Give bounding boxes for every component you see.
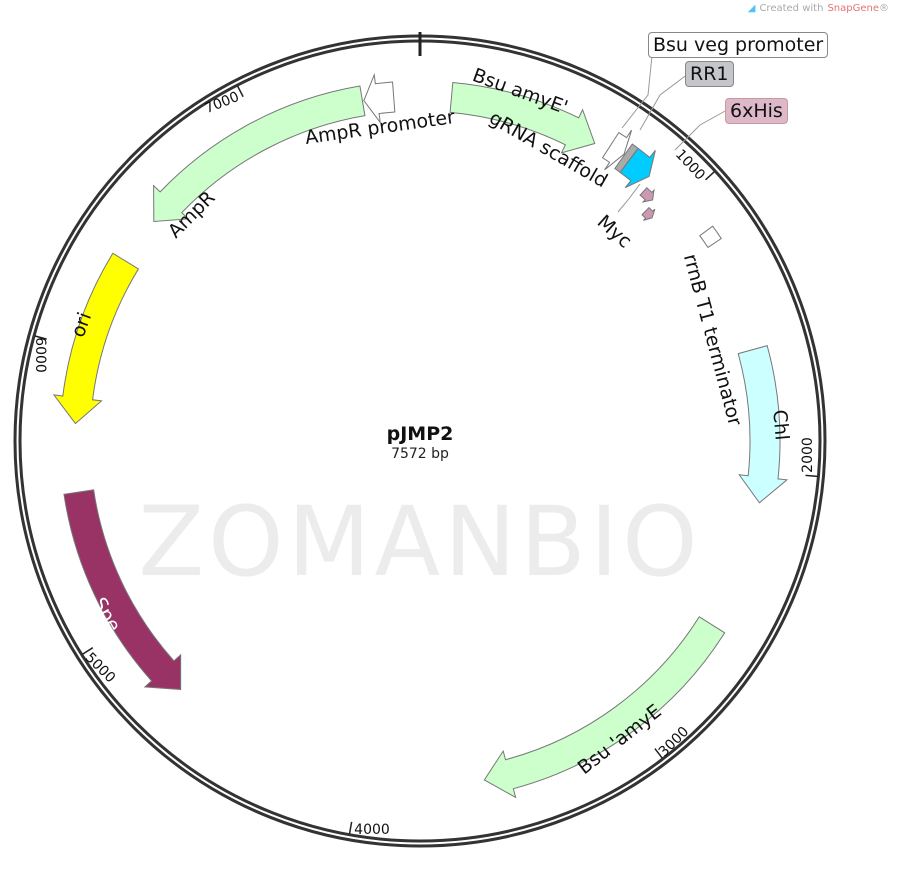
label-6xhis[interactable]: 6xHis (725, 98, 788, 124)
callout-line (674, 109, 728, 151)
watermark: ZOMANBIO (138, 486, 702, 598)
feature-rrnb-t1-terminator[interactable] (699, 225, 722, 249)
feature-grna-scaffold[interactable] (619, 147, 656, 189)
feature-6xhis[interactable] (641, 206, 656, 221)
tick-mark (236, 85, 244, 98)
feature-ampr[interactable] (153, 85, 366, 223)
feature-bsu-amye[interactable] (483, 616, 726, 799)
feature-bsu-veg-promoter[interactable] (601, 129, 633, 171)
tick-mark (705, 171, 715, 181)
label-bsu-veg-promoter[interactable]: Bsu veg promoter (648, 32, 829, 58)
tick-mark (348, 821, 353, 834)
snapgene-credit: ◢ Created with SnapGene® (747, 3, 889, 14)
tick-mark (654, 748, 663, 759)
feature-chl[interactable] (737, 345, 789, 504)
callout-line (621, 55, 653, 129)
plasmid-length: 7572 bp (391, 446, 449, 462)
tick-label: 2000 (800, 437, 816, 473)
plasmid-name: pJMP2 (386, 423, 454, 445)
tick-mark (34, 335, 47, 340)
tick-label: 4000 (354, 822, 390, 838)
feature-bsu-amye-[interactable] (449, 81, 596, 154)
callout-line (617, 183, 641, 213)
tick-label: 6000 (32, 337, 48, 373)
label-rr1[interactable]: RR1 (685, 61, 734, 87)
tick-mark (805, 474, 818, 478)
feature-myc[interactable] (639, 186, 655, 203)
feature-label[interactable]: Chl (768, 409, 793, 441)
feature-label[interactable]: rrnB T1 terminator (679, 252, 746, 429)
snapgene-logo-icon: ◢ (747, 3, 756, 14)
feature-ori[interactable] (52, 252, 140, 425)
feature-spe[interactable] (63, 489, 182, 691)
feature-ampr-promoter[interactable] (363, 72, 396, 125)
tick-mark (82, 647, 94, 655)
callout-line (639, 73, 689, 131)
feature-label[interactable]: Myc (593, 211, 636, 253)
